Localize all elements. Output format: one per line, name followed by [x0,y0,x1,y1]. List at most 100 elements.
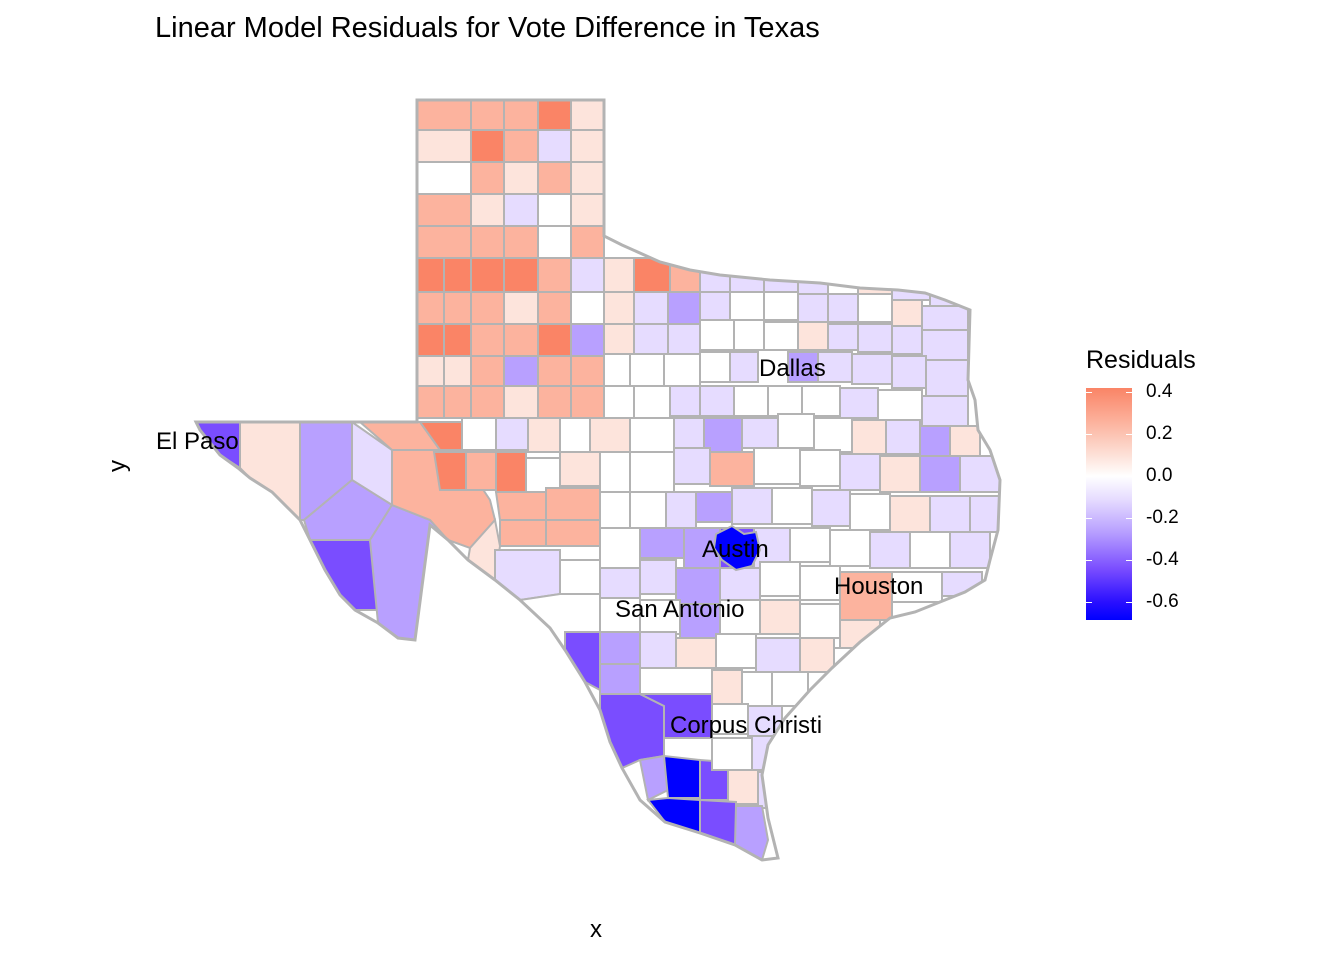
county-cell [753,447,801,485]
county-cell [570,257,605,293]
county-cell [559,559,601,595]
county-cell [537,225,572,259]
county-cell [755,637,801,673]
county-cell [719,599,761,635]
county-cell [470,291,505,325]
county-cell [741,671,773,707]
county-cell [921,305,969,331]
county-cell [663,353,701,387]
county-cell [570,355,605,387]
county-cell [727,769,759,805]
county-cell [570,323,605,357]
legend-colorbar: 0.4 0.2 0.0 -0.2 -0.4 -0.6 [1086,381,1179,620]
county-cell [545,519,601,547]
city-label-dallas: Dallas [759,355,826,382]
county-cell [679,603,721,639]
county-cell [503,291,539,325]
county-cell [797,321,829,351]
county-cell [503,323,539,357]
county-cell [711,669,743,705]
county-cell [712,524,762,572]
legend-label: 0.4 [1146,381,1173,402]
county-cell [891,355,927,389]
county-cell [801,385,841,417]
county-cell [570,129,605,163]
county-cell [799,449,841,487]
county-cell [639,559,677,595]
city-label-corpus-christi: Corpus Christi [670,712,822,739]
city-label-el-paso: El Paso [156,428,239,455]
county-cell [503,193,539,227]
county-cell [857,293,893,323]
county-cell [733,805,770,860]
county-cell [797,293,829,323]
county-cell [470,161,505,195]
county-cell [416,100,472,131]
county-cell [470,225,505,259]
county-cell [503,161,539,195]
county-cell [470,385,505,419]
county-cell [699,319,735,351]
county-cell [416,225,472,259]
county-cell [857,323,893,353]
county-cell [570,193,605,227]
county-cell [416,129,472,163]
legend-title: Residuals [1086,346,1196,374]
county-cell [599,663,641,695]
county-cell [416,193,472,227]
county-cell [669,257,701,293]
county-cell [633,291,669,325]
county-cell [662,754,701,799]
county-cell [839,387,879,419]
county-cell [499,519,547,547]
county-cell [639,693,713,739]
county-cell [537,193,572,227]
county-cell [829,529,871,567]
county-cell [570,225,605,259]
county-cell [777,413,815,449]
state-outline [193,98,1002,862]
county-cell [416,355,445,387]
county-polygons [196,100,1000,860]
county-cell [599,527,641,569]
county-cell [494,491,547,521]
county-cell [465,451,497,491]
county-cell [416,323,445,357]
county-cell [603,323,635,355]
county-cell [787,351,819,383]
county-cell [432,451,467,491]
county-cell [699,385,735,417]
county-cell [695,491,733,523]
county-cell [603,291,635,325]
county-cell [699,291,731,321]
county-cell [589,417,631,453]
county-cell [921,329,969,361]
county-cell [827,269,859,295]
county-cell [503,385,539,419]
county-cell [599,631,641,665]
county-cell [667,291,701,325]
county-cell [503,129,539,163]
county-cell [537,291,572,325]
county-cell [891,299,923,327]
county-cell [827,323,859,351]
county-cell [470,257,505,293]
county-cell [771,487,813,525]
county-cell [669,385,701,417]
county-cell [729,351,759,383]
county-cell [570,385,605,419]
county-cell [629,491,667,529]
county-cell [537,323,572,357]
county-cell [503,257,539,293]
county-cell [416,257,445,293]
city-label-san-antonio: San Antonio [615,596,744,623]
county-cell [891,325,923,355]
county-cell [909,531,951,569]
county-cell [741,417,779,449]
county-cell [771,671,809,707]
county-cell [503,100,539,131]
county-cell [675,637,717,669]
legend-label: -0.4 [1146,549,1179,570]
chart-title: Linear Model Residuals for Vote Differen… [155,12,820,44]
county-cell [416,161,472,195]
